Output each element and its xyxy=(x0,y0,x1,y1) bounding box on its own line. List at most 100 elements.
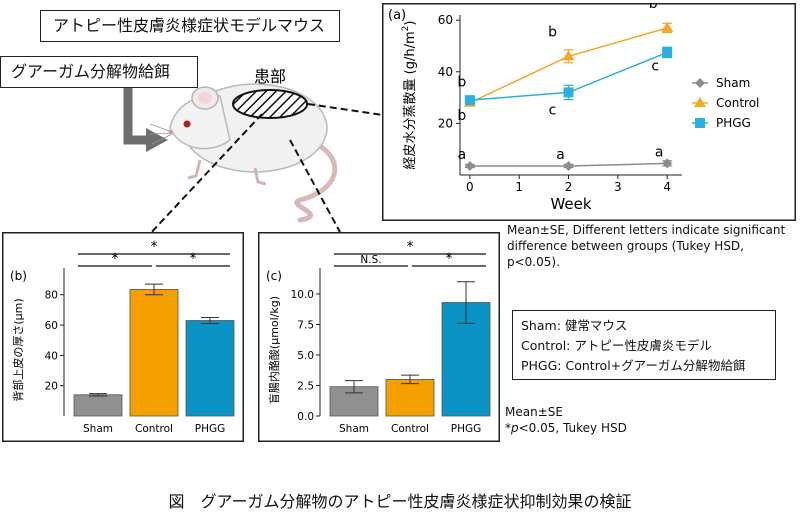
mouse-whiskers xyxy=(149,123,173,145)
chart-b-y-label: 背部上皮の厚さ(μm) xyxy=(11,298,25,401)
chart-c-sig-label: * xyxy=(407,239,414,255)
bottom-note-p: p xyxy=(511,421,519,435)
chart-a-x-tick-label: 3 xyxy=(614,180,622,194)
chart-a-y-label-sup: 2 xyxy=(401,26,411,32)
chart-b-x-tick-label: Sham xyxy=(83,423,113,435)
chart-a-point-sham xyxy=(662,158,673,169)
panel-a-note-line-2: difference between groups (Tukey HSD, p<… xyxy=(507,239,744,269)
chart-b-sig-label: * xyxy=(190,251,197,267)
chart-b-x-tick-label: PHGG xyxy=(195,423,226,435)
connector-to-b xyxy=(147,113,263,237)
chart-c-y-tick-label: 10.0 xyxy=(291,289,314,301)
chart-a-x-label: Week xyxy=(550,195,591,213)
lesion-area xyxy=(232,89,308,119)
chart-c-y-tick-label: 0.0 xyxy=(297,411,314,423)
lesion-label: 患部 xyxy=(254,67,286,86)
chart-b-y-tick-label: 40 xyxy=(45,350,58,362)
chart-a-point-phgg xyxy=(464,95,475,106)
chart-b-sig-label: * xyxy=(151,239,158,255)
chart-b-bar-control xyxy=(129,289,179,417)
chart-a-point-sham xyxy=(464,160,475,171)
chart-c-panel-label: (c) xyxy=(266,269,282,283)
chart-a-x-tick-label: 0 xyxy=(466,180,474,194)
panel-a-note: Mean±SE, Different letters indicate sign… xyxy=(507,222,800,270)
chart-b-panel-label: (b) xyxy=(10,269,27,283)
chart-a-legend-marker-sham xyxy=(695,78,705,88)
chart-a-legend-marker-phgg xyxy=(695,118,705,128)
chart-a-x-tick-label: 1 xyxy=(515,180,523,194)
chart-a-y-label-main: 経皮水分蒸散量 (g/h/m xyxy=(403,31,418,169)
chart-a-point-phgg xyxy=(563,87,574,98)
bottom-note-rest: <0.05, Tukey HSD xyxy=(518,421,627,435)
mouse-hind-leg xyxy=(253,167,267,186)
chart-b-y-tick-label: 60 xyxy=(45,320,58,332)
chart-c-x-tick-label: Control xyxy=(391,423,429,435)
chart-a-sig-letter-phgg: c xyxy=(549,102,557,118)
chart-c-y-tick-label: 5.0 xyxy=(297,350,314,362)
chart-c-y-label: 盲腸内酪酸(μmol/kg) xyxy=(267,296,281,404)
chart-a-y-label: 経皮水分蒸散量 (g/h/m2) xyxy=(401,21,418,170)
chart-a-sig-letter-control: b xyxy=(457,75,466,91)
group-definition-sham: Sham: 健常マウス xyxy=(521,318,628,333)
chart-a-sig-letter-sham: a xyxy=(556,147,565,163)
chart-b-x-tick-label: Control xyxy=(135,423,173,435)
feed-arrow-head xyxy=(146,128,168,152)
group-definition-control: Control: アトピー性皮膚炎モデル xyxy=(521,338,712,353)
group-definition-box: Sham: 健常マウス Control: アトピー性皮膚炎モデル PHGG: C… xyxy=(512,310,776,380)
chart-a-sig-letter-phgg: c xyxy=(651,58,659,74)
chart-a-point-control xyxy=(661,21,674,32)
chart-a-panel-label: (a) xyxy=(388,8,406,23)
chart-c-sig-label: N.S. xyxy=(360,254,381,266)
chart-a-sig-letter-phgg: b xyxy=(457,108,466,124)
chart-b-y-tick-label: 80 xyxy=(45,290,58,302)
chart-a-sig-letter-control: b xyxy=(548,24,557,40)
connector-to-c xyxy=(289,139,341,233)
chart-a-legend-label-sham: Sham xyxy=(716,76,750,90)
mouse-head xyxy=(169,94,231,150)
chart-c-sig-label: * xyxy=(446,251,453,267)
chart-c-y-tick-label: 2.5 xyxy=(297,380,314,392)
mouse-front-leg xyxy=(187,159,202,180)
chart-a-y-tick-label: 20 xyxy=(438,116,453,130)
model-title-box: アトピー性皮膚炎様症状モデルマウス xyxy=(40,10,340,42)
chart-c-x-tick-label: PHGG xyxy=(451,423,482,435)
chart-a-x-tick-label: 4 xyxy=(663,180,671,194)
chart-c-x-tick-label: Sham xyxy=(339,423,369,435)
chart-a-sig-letter-sham: a xyxy=(655,144,664,160)
mouse-eye xyxy=(183,120,191,128)
bottom-note: Mean±SE *p<0.05, Tukey HSD xyxy=(505,404,627,436)
chart-a-frame xyxy=(382,3,796,221)
chart-c-bar-control xyxy=(385,378,435,417)
chart-a-legend-label-phgg: PHGG xyxy=(716,116,751,130)
chart-a-y-tick-label: 60 xyxy=(438,13,453,27)
chart-b: (b) 20 40 60 80 背部上皮の厚さ(μm) Sham Control PHGG * * * xyxy=(2,232,244,442)
chart-b-sig-label: * xyxy=(112,251,119,267)
bottom-note-line-1: Mean±SE xyxy=(505,405,563,419)
chart-a-point-sham xyxy=(563,160,574,171)
group-definition-phgg: PHGG: Control+グアーガム分解物給餌 xyxy=(521,358,746,373)
chart-a-sig-letter-control: b xyxy=(649,3,658,12)
model-title: アトピー性皮膚炎様症状モデルマウス xyxy=(53,16,326,35)
chart-c-y-tick-label: 7.5 xyxy=(297,319,314,331)
panel-a-note-line-1: Mean±SE, Different letters indicate sign… xyxy=(507,223,786,237)
feed-arrow xyxy=(123,88,148,145)
connector-to-a xyxy=(307,103,384,116)
food-label-box: グアーガム分解物給餌 xyxy=(0,56,198,88)
chart-c: (c) 0.0 2.5 5.0 7.5 10.0 盲腸内酪酸(μmol/kg) Sham Con… xyxy=(258,232,500,442)
chart-b-y-tick-label: 20 xyxy=(45,381,58,393)
chart-a-y-tick-label: 40 xyxy=(438,65,453,79)
chart-a-legend-label-control: Control xyxy=(716,96,759,110)
chart-a-point-phgg xyxy=(662,47,673,58)
chart-a-y-label-end: ) xyxy=(403,21,418,26)
bottom-note-line-2: *p<0.05, Tukey HSD xyxy=(505,420,627,436)
bottom-note-star: * xyxy=(505,421,511,435)
chart-a-point-control xyxy=(562,50,575,61)
chart-b-bar-phgg xyxy=(185,320,235,417)
chart-a-x-tick-label: 2 xyxy=(565,180,573,194)
food-label: グアーガム分解物給餌 xyxy=(11,62,171,81)
chart-a-legend-marker-control xyxy=(694,97,706,107)
chart-a-sig-letter-sham: a xyxy=(458,147,467,163)
mouse-ear-inner xyxy=(198,92,212,104)
